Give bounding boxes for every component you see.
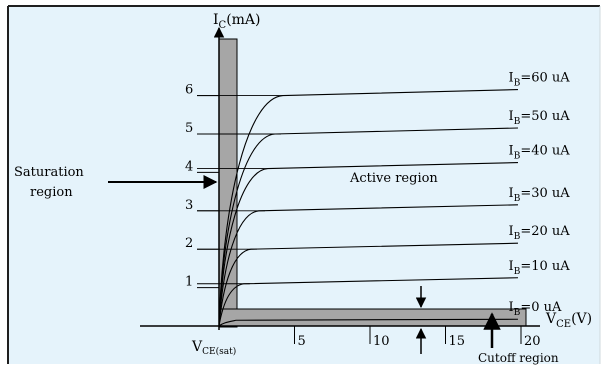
y-axis-label: IC(mA) <box>213 12 261 31</box>
y-tick-label: 4 <box>185 159 193 174</box>
ib-curve-label: IB=0 uA <box>509 300 562 318</box>
y-tick-label: 2 <box>185 236 193 251</box>
ib-curve <box>218 318 518 327</box>
x-tick-label: 10 <box>373 334 390 349</box>
x-tick-label: 5 <box>298 334 306 349</box>
x-tick-label: 15 <box>449 334 466 349</box>
active-region-label: Active region <box>349 171 438 186</box>
ib-curve <box>218 204 518 327</box>
y-tick-label: 3 <box>185 198 193 213</box>
ib-curve-label: IB=40 uA <box>509 144 571 162</box>
ib-curve <box>218 162 518 327</box>
saturation-region-label-line2: region <box>30 185 73 200</box>
cutoff-region-bar <box>218 308 527 327</box>
saturation-region-label-line1: Saturation <box>14 165 84 180</box>
y-tick-label: 1 <box>185 275 193 290</box>
cutoff-region-label: Cutoff region <box>478 351 559 365</box>
y-tick-label: 6 <box>185 83 193 98</box>
y-tick-label: 5 <box>185 121 193 136</box>
ib-curve-label: IB=10 uA <box>509 259 571 277</box>
vce-sat-label: VCE(sat) <box>191 339 236 357</box>
ib-curve-label: IB=50 uA <box>509 109 571 127</box>
ib-curve-label: IB=20 uA <box>509 224 571 242</box>
ib-curve-label: IB=60 uA <box>509 71 571 89</box>
background-panel <box>8 6 600 364</box>
ib-curve-label: IB=30 uA <box>509 186 571 204</box>
x-axis-label: VCE(V) <box>545 311 592 330</box>
x-tick-label: 20 <box>524 334 541 349</box>
